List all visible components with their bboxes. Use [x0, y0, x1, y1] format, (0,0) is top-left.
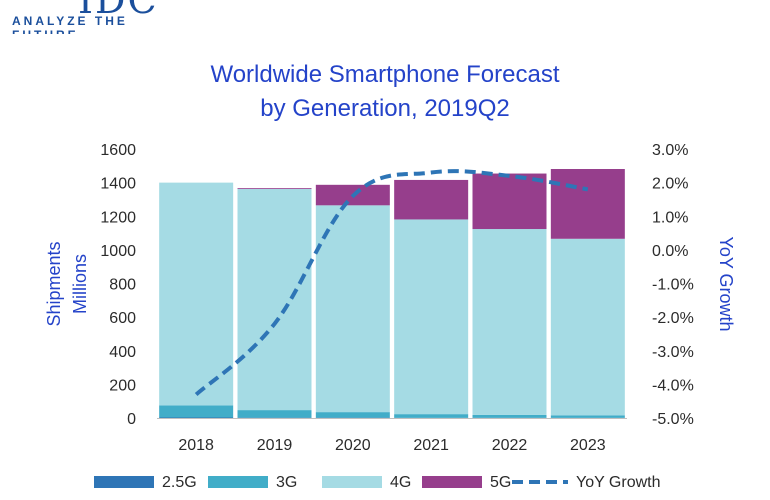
- bar-3g-2019: [237, 410, 312, 418]
- bar-4g-2023: [550, 238, 625, 416]
- y-left-tick-label: 1200: [100, 209, 136, 226]
- legend-label-3g: 3G: [276, 474, 297, 491]
- legend-swatch-3g: [208, 476, 268, 488]
- x-tick-label-2023: 2023: [570, 437, 606, 454]
- legend-swatch-5g: [422, 476, 482, 488]
- chart-title-line-2: by Generation, 2019Q2: [260, 95, 510, 122]
- y-right-tick-label: 2.0%: [652, 176, 688, 193]
- idc-logo-tagline: ANALYZE THE FUTURE: [12, 14, 128, 34]
- y-left-tick-label: 1600: [100, 142, 136, 159]
- bar-5g-2022: [472, 173, 547, 230]
- x-tick-label-2021: 2021: [413, 437, 449, 454]
- x-tick-label-2019: 2019: [257, 437, 293, 454]
- y-left-tick-label: 1400: [100, 176, 136, 193]
- bar-4g-2020: [315, 205, 390, 413]
- bar-4g-2022: [472, 229, 547, 415]
- y-right-tick-label: 3.0%: [652, 142, 688, 159]
- y-left-tick-label: 0: [127, 411, 136, 428]
- legend-swatch-4g: [322, 476, 382, 488]
- y-right-axis-title: YoY Growth: [716, 236, 736, 331]
- bar-3g-2018: [159, 405, 234, 418]
- y-left-tick-label: 1000: [100, 243, 136, 260]
- idc-logo-mark: IDC: [78, 0, 159, 22]
- x-tick-label-2020: 2020: [335, 437, 371, 454]
- legend-label-2.5g: 2.5G: [162, 474, 197, 491]
- x-tick-label-2022: 2022: [492, 437, 528, 454]
- y-left-tick-label: 400: [109, 344, 136, 361]
- bar-4g-2019: [237, 189, 312, 411]
- bar-4g-2021: [394, 219, 469, 415]
- bar-3g-2023: [550, 415, 625, 418]
- bar-2.5g-2018: [159, 417, 234, 418]
- y-left-tick-label: 600: [109, 310, 136, 327]
- legend-label-5g: 5G: [490, 474, 511, 491]
- y-left-tick-label: 800: [109, 277, 136, 294]
- y-left-axis-title-line-2: Millions: [70, 254, 90, 314]
- y-right-tick-label: -4.0%: [652, 377, 694, 394]
- legend-label-yoy-growth: YoY Growth: [576, 474, 661, 491]
- bar-5g-2021: [394, 179, 469, 220]
- bar-3g-2020: [315, 412, 390, 418]
- bar-5g-2023: [550, 169, 625, 239]
- y-left-axis-title-line-1: Shipments: [44, 241, 64, 326]
- bar-4g-2018: [159, 182, 234, 406]
- bar-3g-2021: [394, 414, 469, 418]
- y-right-tick-label: -5.0%: [652, 411, 694, 428]
- idc-logo: IDC ANALYZE THE FUTURE: [0, 0, 200, 34]
- bar-5g-2019: [237, 188, 312, 190]
- y-right-tick-label: -3.0%: [652, 344, 694, 361]
- legend-label-4g: 4G: [390, 474, 411, 491]
- bar-3g-2022: [472, 414, 547, 418]
- y-right-tick-label: 1.0%: [652, 209, 688, 226]
- x-tick-label-2018: 2018: [178, 437, 214, 454]
- y-left-tick-label: 200: [109, 377, 136, 394]
- chart-title-line-1: Worldwide Smartphone Forecast: [210, 61, 559, 88]
- legend-swatch-2.5g: [94, 476, 154, 488]
- y-right-tick-label: 0.0%: [652, 243, 688, 260]
- yoy-growth-line: [194, 169, 589, 396]
- y-right-tick-label: -2.0%: [652, 310, 694, 327]
- y-right-tick-label: -1.0%: [652, 277, 694, 294]
